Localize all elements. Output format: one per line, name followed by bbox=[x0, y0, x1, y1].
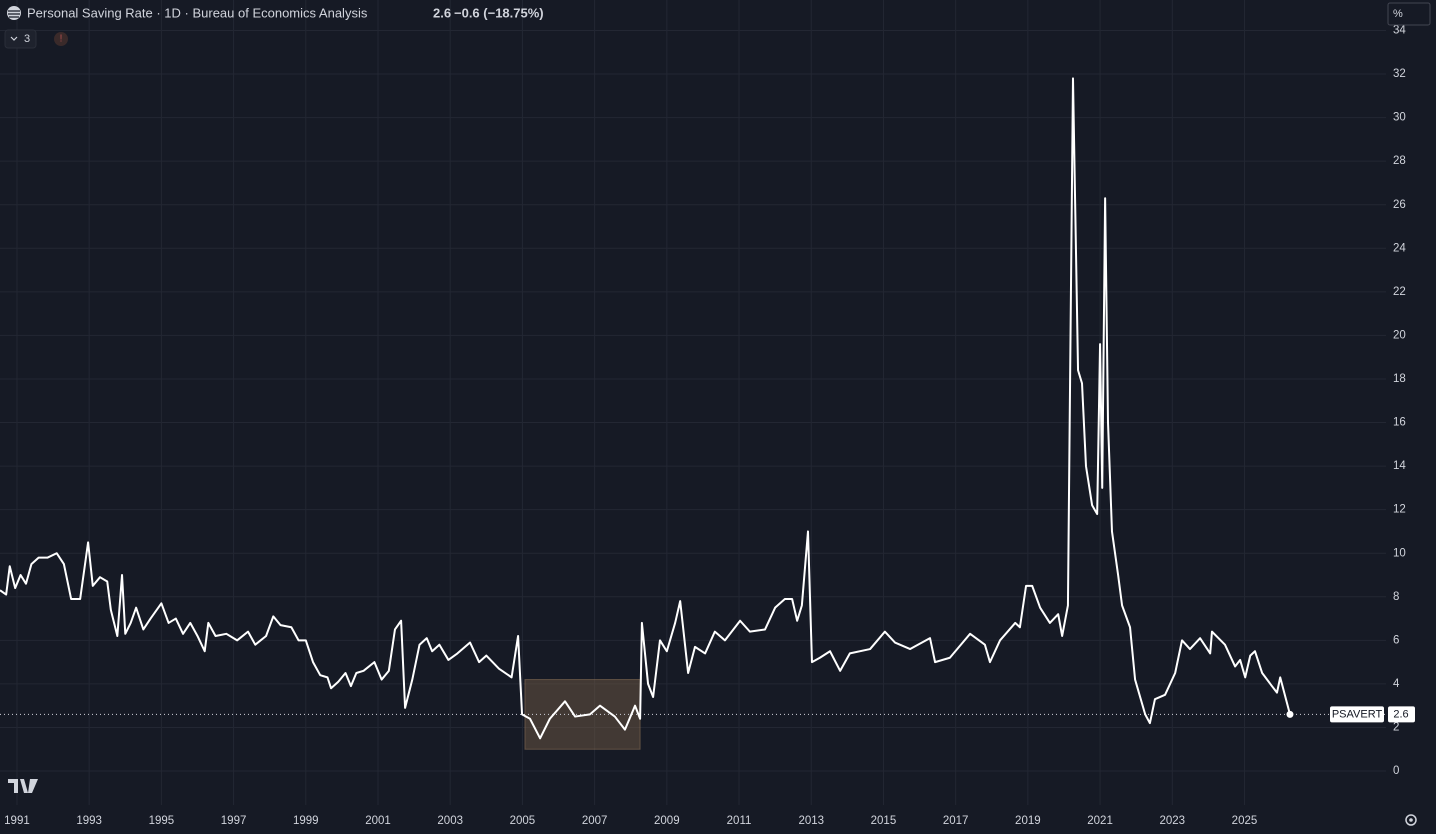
y-tick-label: 10 bbox=[1393, 547, 1406, 559]
y-tick-label: 22 bbox=[1393, 286, 1406, 298]
y-tick-label: 32 bbox=[1393, 68, 1406, 80]
flag-icon bbox=[7, 6, 21, 20]
series-line bbox=[0, 77, 1291, 740]
y-tick-label: 6 bbox=[1393, 634, 1399, 646]
grid bbox=[0, 0, 1386, 805]
logo bbox=[8, 779, 38, 793]
y-tick-label: 16 bbox=[1393, 417, 1406, 429]
x-tick-label: 2023 bbox=[1159, 815, 1185, 827]
last-value: 2.6 bbox=[433, 5, 451, 20]
last-value-badge-label: 2.6 bbox=[1393, 708, 1408, 720]
settings-icon[interactable] bbox=[1405, 814, 1417, 826]
x-tick-label: 1995 bbox=[149, 815, 175, 827]
x-tick-label: 1993 bbox=[76, 815, 102, 827]
y-tick-label: 8 bbox=[1393, 591, 1399, 603]
x-tick-label: 2025 bbox=[1232, 815, 1258, 827]
flag-stripes bbox=[8, 10, 20, 18]
x-tick-label: 2009 bbox=[654, 815, 680, 827]
y-tick-label: 12 bbox=[1393, 504, 1406, 516]
x-tick-label: 2005 bbox=[510, 815, 536, 827]
y-tick-label: 14 bbox=[1393, 460, 1406, 472]
highlight-box bbox=[524, 679, 641, 750]
y-tick-label: 18 bbox=[1393, 373, 1406, 385]
indicators-toggle[interactable] bbox=[4, 29, 37, 49]
x-tick-label: 2017 bbox=[943, 815, 969, 827]
x-tick-label: 2001 bbox=[365, 815, 391, 827]
y-tick-label: 30 bbox=[1393, 112, 1406, 124]
x-tick-label: 2013 bbox=[798, 815, 824, 827]
y-tick-label: 20 bbox=[1393, 329, 1406, 341]
last-point bbox=[1286, 710, 1294, 718]
x-tick-label: 2015 bbox=[871, 815, 897, 827]
warning-icon[interactable] bbox=[54, 32, 68, 46]
x-tick-label: 2003 bbox=[437, 815, 463, 827]
x-tick-label: 1997 bbox=[221, 815, 247, 827]
series-name: PSAVERT bbox=[1332, 708, 1383, 720]
y-tick-label: 24 bbox=[1393, 242, 1406, 254]
last-value-badge bbox=[1388, 706, 1415, 723]
chart-title: Personal Saving Rate · 1D · Bureau of Ec… bbox=[27, 5, 368, 20]
series-name-badge bbox=[1330, 706, 1384, 723]
plot-area bbox=[0, 77, 1386, 750]
settings-icon-center bbox=[1409, 818, 1413, 822]
x-tick-label: 2021 bbox=[1087, 815, 1113, 827]
y-tick-label: 34 bbox=[1393, 25, 1406, 37]
indicator-count: 3 bbox=[24, 33, 30, 45]
y-tick-label: 4 bbox=[1393, 678, 1400, 690]
x-tick-label: 1999 bbox=[293, 815, 319, 827]
warning-mark: ! bbox=[60, 34, 63, 45]
x-tick-label: 1991 bbox=[4, 815, 30, 827]
y-tick-label: 28 bbox=[1393, 155, 1406, 167]
y-tick-label: 26 bbox=[1393, 199, 1406, 211]
scale-button[interactable] bbox=[1387, 2, 1431, 26]
scale-label: % bbox=[1393, 8, 1403, 20]
x-tick-label: 2011 bbox=[727, 815, 752, 827]
change: −0.6 (−18.75%) bbox=[454, 5, 544, 20]
x-tick-label: 2019 bbox=[1015, 815, 1041, 827]
chevron-icon bbox=[10, 36, 18, 41]
y-tick-label: 0 bbox=[1393, 765, 1399, 777]
y-tick-label: 2 bbox=[1393, 721, 1399, 733]
x-tick-label: 2007 bbox=[582, 815, 608, 827]
